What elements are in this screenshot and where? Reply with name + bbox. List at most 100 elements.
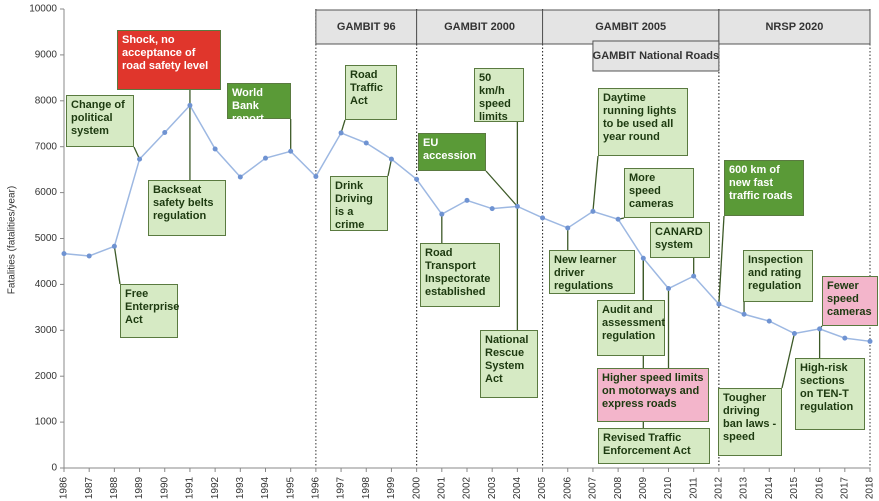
data-point	[540, 215, 546, 221]
callout-pointer	[113, 246, 121, 285]
x-tick-label: 1998	[361, 476, 372, 499]
y-tick-label: 9000	[35, 50, 58, 61]
data-point	[716, 301, 722, 307]
x-tick-label: 2000	[411, 476, 422, 499]
x-tick-label: 1999	[386, 476, 397, 499]
x-tick-label: 1997	[336, 476, 347, 499]
annotation: More speed cameras	[624, 168, 694, 218]
period-header	[542, 9, 720, 45]
annotation: New learner driver regulations	[549, 250, 635, 294]
data-point	[111, 243, 117, 249]
period-header	[718, 9, 871, 45]
y-tick-label: 4000	[35, 279, 58, 290]
x-tick-label: 2003	[487, 476, 498, 499]
x-tick-label: 2009	[638, 476, 649, 499]
x-tick-label: 2008	[613, 476, 624, 499]
data-point	[691, 273, 697, 279]
data-point	[565, 225, 571, 231]
annotation: EU accession	[418, 133, 486, 171]
annotation: 600 km of new fast traffic roads	[724, 160, 804, 216]
y-tick-label: 1000	[35, 417, 58, 428]
x-tick-label: 1991	[185, 476, 196, 499]
x-tick-label: 2007	[588, 476, 599, 499]
period-label: GAMBIT 2000	[444, 21, 515, 33]
annotation: Daytime running lights to be used all ye…	[598, 88, 688, 156]
data-point	[640, 255, 646, 261]
x-tick-label: 1992	[210, 476, 221, 499]
y-tick-label: 5000	[35, 233, 58, 244]
callout-pointer	[592, 155, 599, 212]
y-axis-label: Fatalities (fatalities/year)	[7, 186, 18, 294]
data-point	[263, 155, 268, 161]
y-tick-label: 7000	[35, 141, 58, 152]
period-header	[315, 9, 418, 45]
x-tick-label: 2018	[865, 476, 876, 499]
annotation: Tougher driving ban laws - speed	[718, 388, 782, 456]
data-point	[388, 156, 394, 162]
data-point	[514, 203, 520, 209]
x-tick-label: 1994	[260, 476, 271, 499]
annotation: Higher speed limits on motorways and exp…	[597, 368, 709, 422]
annotation: Inspection and rating regulation	[743, 250, 813, 302]
x-tick-label: 2014	[764, 476, 775, 499]
callout-pointer	[485, 170, 518, 207]
data-point	[817, 326, 823, 332]
annotation: Free Enterprise Act	[120, 284, 179, 338]
data-point	[791, 331, 797, 337]
callout-pointer	[387, 158, 393, 177]
x-tick-label: 1989	[134, 476, 145, 499]
x-tick-label: 2011	[688, 477, 699, 499]
data-point	[615, 216, 621, 222]
x-tick-label: 1990	[159, 476, 170, 499]
x-tick-label: 1995	[285, 476, 296, 499]
x-tick-label: 1988	[109, 476, 120, 499]
data-point	[86, 253, 92, 259]
annotation: 50 km/h speed limits	[474, 68, 524, 123]
annotation: CANARD system	[650, 222, 710, 258]
annotation: High-risk sections on TEN-T regulation	[795, 358, 865, 430]
x-tick-label: 2013	[739, 476, 750, 499]
period-label: GAMBIT 2005	[595, 21, 666, 33]
annotation: National Rescue System Act	[480, 330, 538, 398]
x-tick-label: 2012	[714, 476, 725, 499]
data-point	[666, 286, 671, 292]
x-tick-label: 2001	[436, 476, 447, 499]
x-tick-label: 1993	[235, 476, 246, 499]
y-tick-label: 6000	[35, 187, 58, 198]
data-point	[162, 129, 168, 135]
x-tick-label: 1996	[311, 476, 322, 499]
x-tick-label: 2015	[789, 476, 800, 499]
data-point	[237, 174, 243, 180]
data-point	[363, 140, 369, 146]
annotation: Drink Driving is a crime	[330, 176, 388, 231]
period-label: GAMBIT National Roads	[593, 50, 720, 62]
data-point	[338, 130, 344, 136]
data-point	[414, 176, 420, 182]
data-point	[439, 211, 445, 217]
x-tick-label: 1987	[84, 476, 95, 499]
annotation: Audit and assessment regulation	[597, 300, 665, 356]
callout-pointer	[718, 215, 725, 305]
x-tick-label: 2010	[663, 476, 674, 499]
x-tick-label: 2004	[512, 476, 523, 499]
data-point	[867, 338, 873, 344]
y-tick-label: 2000	[35, 371, 58, 382]
y-tick-label: 8000	[35, 95, 58, 106]
data-point	[489, 206, 495, 212]
annotation: Backseat safety belts regulation	[148, 180, 226, 236]
data-point	[590, 208, 596, 214]
data-point	[187, 102, 193, 108]
data-point	[766, 318, 772, 324]
data-point	[288, 148, 294, 154]
period-label: NRSP 2020	[765, 21, 823, 33]
annotation: Road Traffic Act	[345, 65, 397, 120]
annotation: Road Transport Inspectorate established	[420, 243, 500, 307]
annotation: Change of political system	[66, 95, 134, 147]
annotation: World Bank report	[227, 83, 291, 125]
data-point	[842, 335, 848, 341]
x-tick-label: 1986	[59, 476, 70, 499]
data-point	[137, 156, 143, 162]
x-tick-label: 2006	[562, 476, 573, 499]
